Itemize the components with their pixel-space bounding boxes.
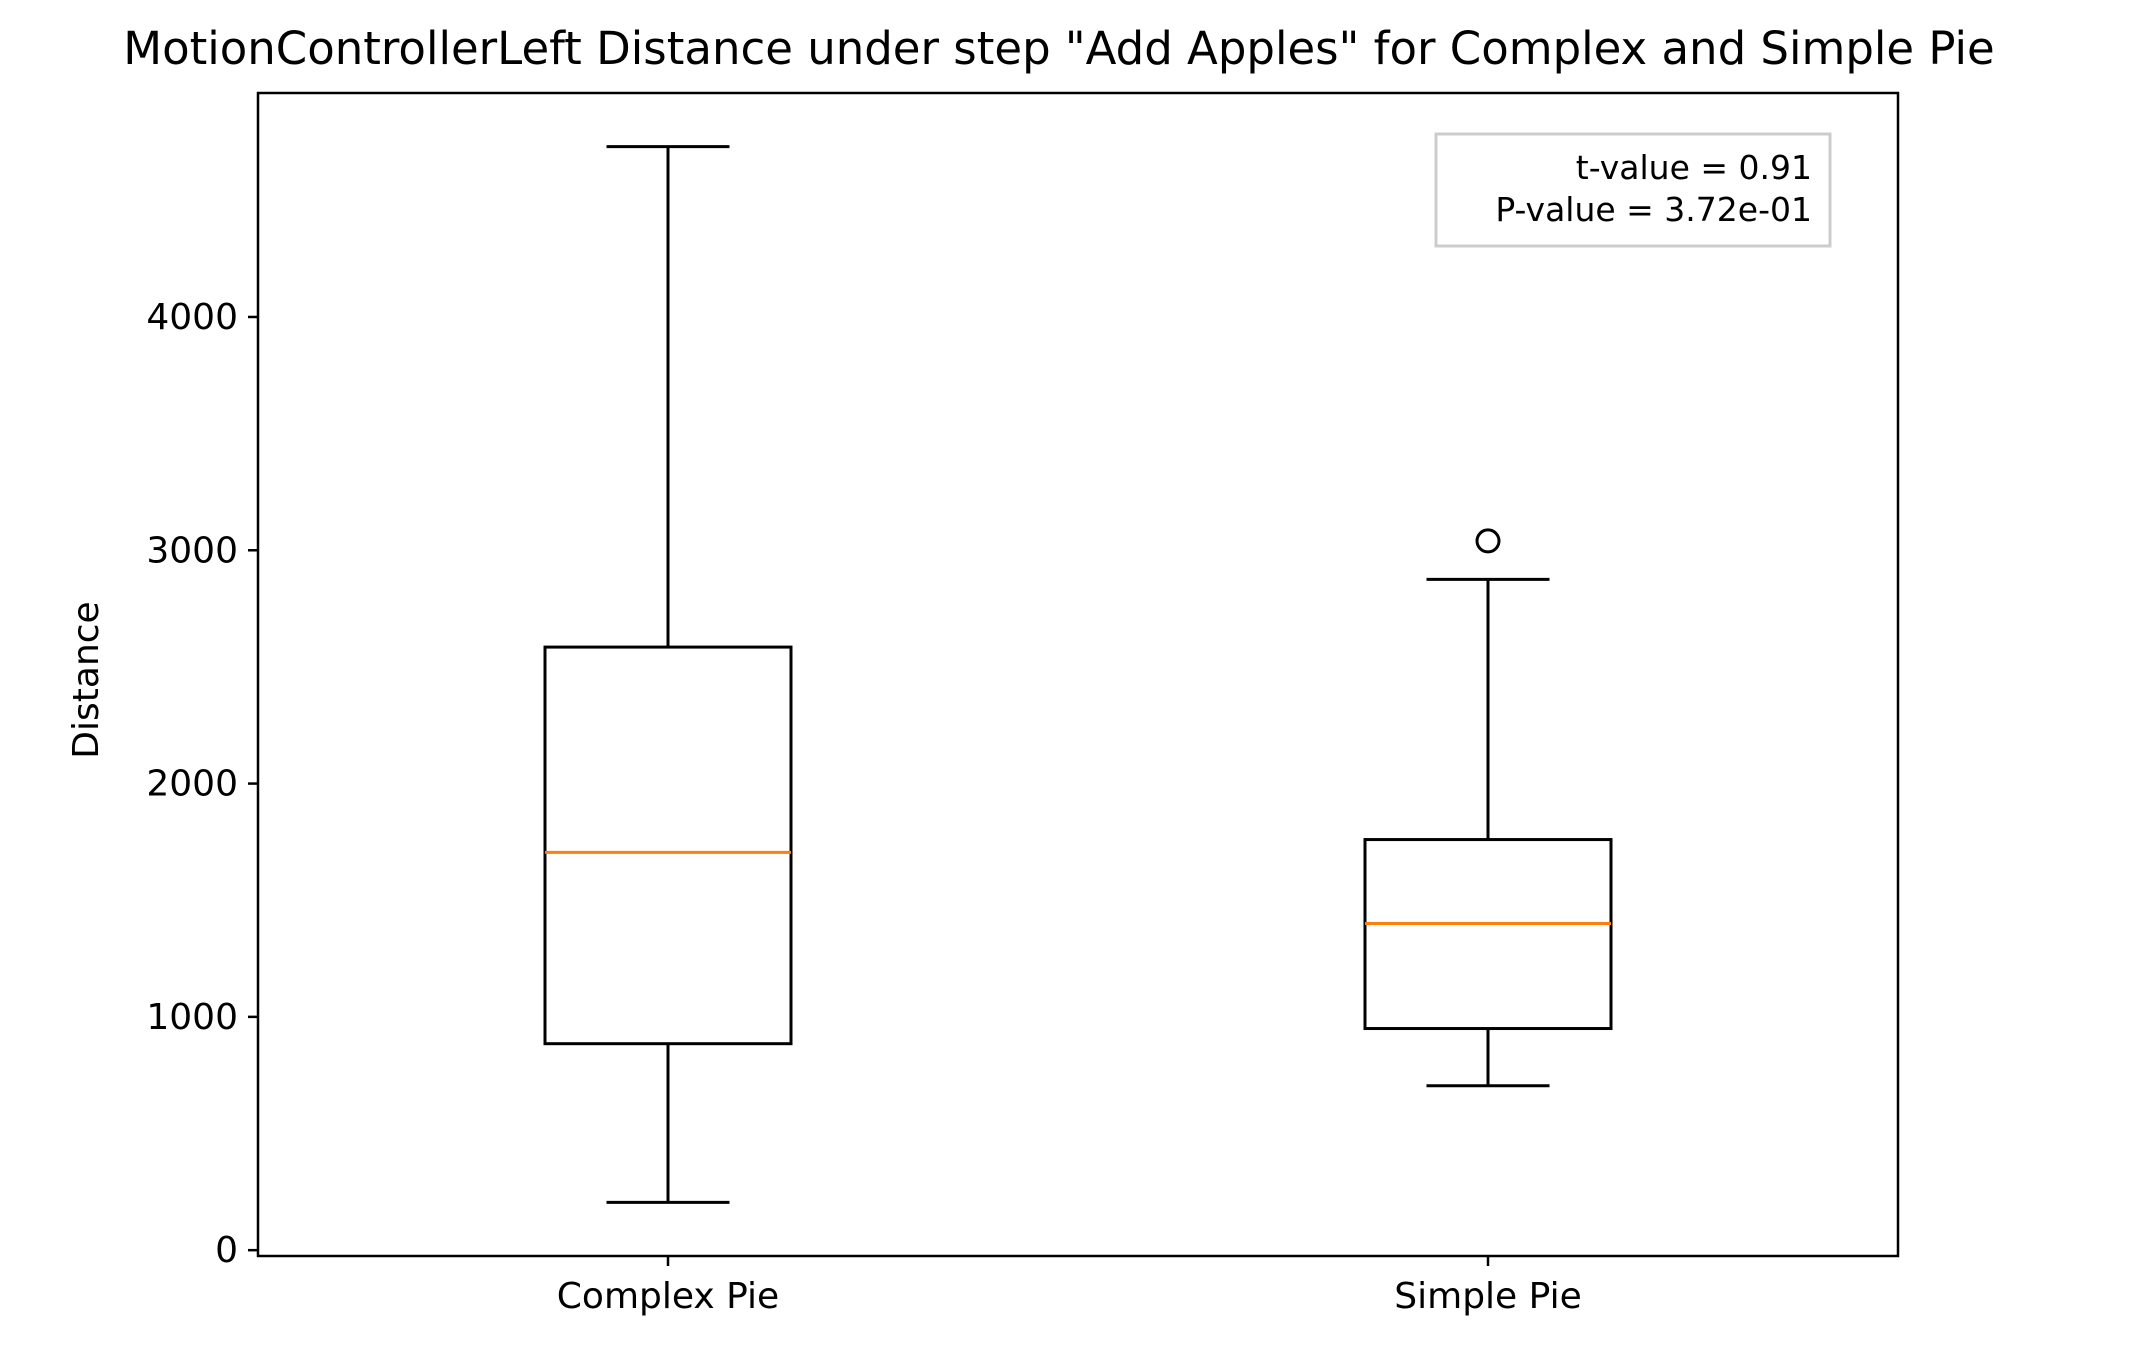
iqr-box [1363,838,1613,1031]
t-value-text: t-value = 0.91 [1576,148,1812,187]
outlier-point [1475,528,1501,554]
y-tick-label: 3000 [146,530,238,571]
y-tick-label: 2000 [146,764,238,805]
box-series [543,145,1613,1204]
iqr-box [543,645,793,1046]
p-value-text: P-value = 3.72e-01 [1495,190,1812,229]
x-tick-label: Simple Pie [1394,1276,1581,1317]
y-axis-label: Distance [66,601,107,758]
x-tick-label: Complex Pie [557,1276,779,1317]
plot-area-frame [256,91,1900,1258]
stats-annotation: t-value = 0.91 P-value = 3.72e-01 [1434,132,1832,248]
x-axis: Complex Pie Simple Pie [557,1256,1582,1317]
chart-title: MotionControllerLeft Distance under step… [123,22,1994,75]
y-axis: 0 1000 2000 3000 4000 [146,297,258,1271]
stats-annotation-box [1434,132,1832,248]
y-tick-label: 4000 [146,297,238,338]
y-tick-label: 0 [215,1230,238,1271]
y-tick-label: 1000 [146,997,238,1038]
